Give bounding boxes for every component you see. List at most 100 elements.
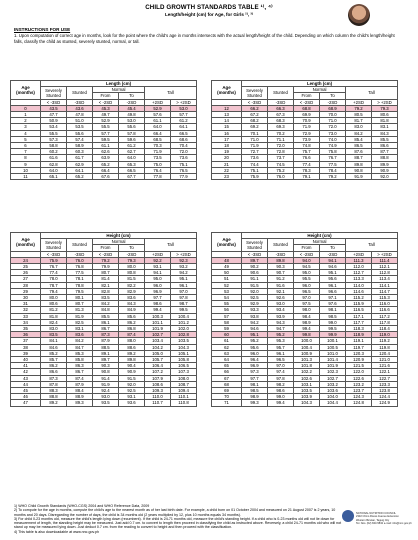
- value-cell: 70.4: [170, 142, 197, 150]
- value-cell: 102.0: [170, 325, 197, 333]
- table-row: 39 85.2 85.3 89.1 89.2 105.0 105.1: [10, 349, 197, 358]
- table-row: 32 81.2 81.3 84.8 84.9 99.4 99.5: [10, 306, 197, 314]
- table-row: 24 75.9 76.0 79.2 79.3 92.2 92.3: [10, 256, 197, 265]
- growth-table-t1: Age (months) Length (cm) Severely Stunted Stu…: [10, 79, 197, 181]
- table-row: 23 75.9 76.0 79.1 79.2 91.9 92.0: [211, 173, 398, 181]
- age-label: Age: [222, 236, 231, 242]
- table-row: 29 79.4 79.5 82.8 82.9 96.9 97.0: [10, 287, 197, 296]
- value-cell: 90.9: [371, 166, 398, 175]
- value-cell: 123.8: [371, 387, 398, 395]
- tall-header: Tall: [144, 86, 197, 100]
- table-row: 70 98.9 99.0 103.9 104.0 124.3 124.4: [211, 393, 398, 401]
- table-row: 68 98.1 98.2 103.1 103.2 123.2 123.3: [211, 380, 398, 389]
- value-cell: 110.8: [170, 399, 197, 407]
- table-row: 63 96.0 96.1 100.9 101.0 120.3 120.4: [211, 349, 398, 358]
- value-cell: 92.0: [371, 173, 398, 181]
- value-cell: 77.9: [170, 173, 197, 181]
- table-row: 51 91.1 91.2 95.5 95.6 113.3 113.4: [211, 275, 398, 283]
- value-cell: 67.7: [118, 173, 145, 181]
- to-header: To: [319, 92, 346, 100]
- table-row: 1 47.7 47.8 49.7 49.8 57.6 57.7: [10, 110, 197, 119]
- table-row: 5 57.3 57.4 59.5 59.6 68.5 68.6: [10, 135, 197, 144]
- table-row: 57 93.8 93.9 98.4 98.5 117.1 117.2: [211, 312, 398, 320]
- stunted-header: Stunted: [66, 238, 93, 252]
- value-cell: 105.1: [170, 349, 197, 358]
- value-cell: 108.7: [170, 380, 197, 389]
- page-subtitle: Length/height (cm) for Age, for Girls ²⁾…: [164, 12, 254, 17]
- value-cell: 116.0: [371, 300, 398, 308]
- value-cell: 75.1: [170, 160, 197, 168]
- table-row: 59 94.6 94.7 99.4 99.5 118.3 118.4: [211, 325, 398, 333]
- table-row: 8 61.6 61.7 63.9 64.0 73.5 73.6: [10, 154, 197, 162]
- value-cell: 66.5: [170, 129, 197, 137]
- value-cell: 92.3: [170, 256, 197, 265]
- table-row: 42 86.6 86.7 90.8 90.9 107.2 107.3: [10, 368, 197, 376]
- stunted-label: Stunted: [247, 92, 262, 98]
- instructions-heading: INSTRUCTIONS FOR USE: [14, 27, 71, 32]
- value-cell: 91.9: [345, 173, 372, 181]
- table-row: 40 85.7 85.8 89.7 89.8 105.7 105.8: [10, 356, 197, 364]
- age-cell: 23: [211, 173, 242, 181]
- value-cell: 75.9: [241, 173, 268, 181]
- growth-table-t2: Age (months) Length (cm) Severely Stunted Stu…: [211, 79, 398, 181]
- table-row: 35 83.0 83.1 86.7 86.8 101.9 102.0: [10, 325, 197, 333]
- months-label: (months): [16, 241, 35, 247]
- value-cell: 96.1: [170, 281, 197, 289]
- age-header: Age (months): [211, 232, 242, 252]
- value-cell: 121.0: [371, 356, 398, 364]
- value-cell: 104.3: [293, 399, 320, 407]
- value-cell: 100.4: [170, 312, 197, 320]
- table-row: 66 97.3 97.4 102.2 102.3 122.0 122.1: [211, 368, 398, 376]
- table-row: 69 98.5 98.6 103.5 103.6 123.7 123.8: [211, 387, 398, 395]
- severely-stunted-header: Severely Stunted: [241, 238, 268, 252]
- value-cell: 112.8: [371, 269, 398, 277]
- value-cell: 67.6: [92, 173, 119, 181]
- value-cell: 114.1: [371, 281, 398, 289]
- value-cell: 120.4: [371, 349, 398, 358]
- table-row: 4 55.5 55.6 57.7 57.8 66.4 66.5: [10, 129, 197, 137]
- table-row: 19 72.7 72.8 75.7 75.8 87.6 87.7: [211, 148, 398, 156]
- value-cell: 119.8: [371, 343, 398, 351]
- value-cell: 89.9: [371, 160, 398, 168]
- table-row: 30 80.0 80.1 83.5 83.6 97.7 97.8: [10, 294, 197, 302]
- table-row: 37 84.1 84.2 87.9 88.0 103.4 103.5: [10, 337, 197, 345]
- value-cell: 124.8: [345, 399, 372, 407]
- footer-line: Western Bicutan, Taguig City: [356, 518, 390, 522]
- age-header: Age (months): [10, 232, 41, 252]
- table-row: 62 95.6 95.7 100.4 100.5 119.7 119.8: [211, 343, 398, 351]
- measure-header: Height (cm): [241, 231, 398, 240]
- table-row: 43 87.3 87.4 91.4 91.5 107.9 108.0: [10, 374, 197, 382]
- value-cell: 124.4: [371, 393, 398, 401]
- value-cell: 81.8: [371, 117, 398, 125]
- value-cell: 104.3: [170, 343, 197, 351]
- table-row: 33 81.8 81.9 85.5 85.6 100.3 100.4: [10, 312, 197, 320]
- value-cell: 68.6: [170, 135, 197, 144]
- stunted-header: Stunted: [66, 86, 93, 100]
- value-cell: 116.6: [371, 306, 398, 314]
- sd-cutoff-header: > +2SD: [371, 250, 398, 258]
- value-cell: 61.2: [170, 117, 197, 125]
- value-cell: 117.2: [371, 312, 398, 320]
- table-row: 50 90.6 90.7 95.0 95.1 112.7 112.8: [211, 269, 398, 277]
- age-header: Age (months): [211, 80, 242, 100]
- footnote: 1) WHO Child Growth Standards (WHO-CGS) …: [14, 504, 150, 508]
- value-cell: 93.6: [118, 399, 145, 407]
- table-row: 60 95.1 95.2 99.8 99.9 118.9 119.0: [211, 331, 398, 339]
- value-cell: 110.1: [170, 393, 197, 401]
- value-cell: 64.1: [170, 123, 197, 131]
- value-cell: 114.7: [371, 287, 398, 296]
- measure-header: Height (cm): [40, 231, 197, 240]
- severely-label: Severely: [246, 87, 263, 93]
- stunted-header: Stunted: [267, 86, 294, 100]
- months-label: (months): [217, 241, 236, 247]
- footnote: 2) To compute for the age in months, com…: [14, 508, 336, 517]
- table-row: 15 69.2 69.3 71.9 72.0 83.0 83.1: [211, 123, 398, 131]
- child-photo: [348, 4, 370, 26]
- value-cell: 99.5: [170, 306, 197, 314]
- table-row: 20 73.6 73.7 76.6 76.7 88.7 88.8: [211, 154, 398, 162]
- table-row: 27 78.0 78.1 81.4 81.5 95.0 95.1: [10, 275, 197, 283]
- value-cell: 124.9: [371, 399, 398, 407]
- footer-line: Tel. Nos. (02) 843-5832 e-mail: info@nnc…: [356, 522, 412, 526]
- value-cell: 99.4: [267, 399, 294, 407]
- table-row: 34 82.4 82.5 86.1 86.2 101.1 101.2: [10, 318, 197, 327]
